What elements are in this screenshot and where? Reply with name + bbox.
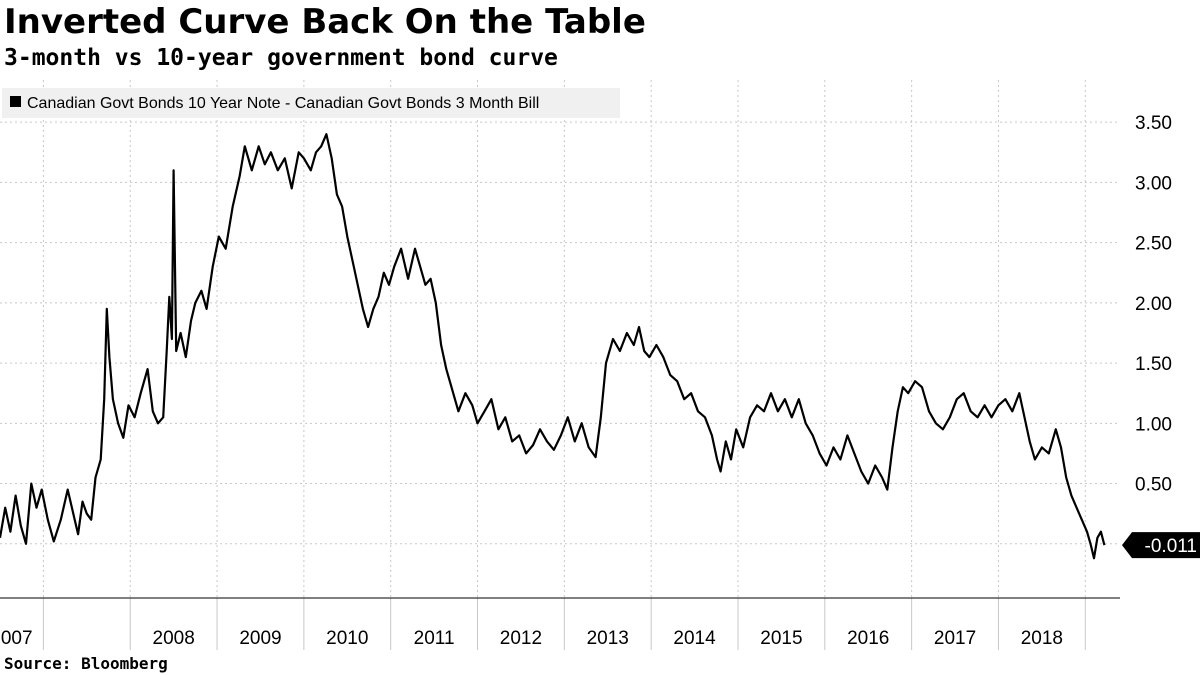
- chart-subtitle: 3-month vs 10-year government bond curve: [4, 45, 558, 71]
- x-tick-label: 2010: [326, 628, 368, 649]
- x-tick-label: 2013: [587, 628, 629, 649]
- y-tick-labels: 0.50 1.00 1.50 2.00 2.50 3.00 3.50: [1135, 113, 1172, 495]
- source-note: Source: Bloomberg: [4, 654, 168, 673]
- last-value-badge: [1122, 532, 1200, 559]
- series-line-group: [0, 133, 1106, 560]
- x-tick-label: 2012: [500, 628, 542, 649]
- x-tick-label: 2008: [153, 628, 195, 649]
- y-tick-label: 3.50: [1135, 113, 1172, 134]
- legend-label: Canadian Govt Bonds 10 Year Note - Canad…: [27, 95, 539, 112]
- x-tick-labels: 2007 2008 2009 2010 2011 2012 2013 2014 2015 2016…: [0, 628, 1063, 649]
- y-tick-label: 0.50: [1135, 475, 1172, 496]
- x-tick-label: 2009: [239, 628, 281, 649]
- chart-title: Inverted Curve Back On the Table: [4, 2, 646, 42]
- last-value-text: -0.011: [1145, 536, 1197, 557]
- y-tick-label: 1.00: [1135, 414, 1172, 435]
- y-tick-label: 1.50: [1135, 354, 1172, 375]
- x-tick-label: 2015: [760, 628, 802, 649]
- x-tick-label: 2016: [847, 628, 889, 649]
- legend-swatch: [10, 96, 21, 107]
- legend-background: [2, 88, 620, 118]
- y-tick-label: 2.50: [1135, 234, 1172, 255]
- y-tick-label: 3.00: [1135, 173, 1172, 194]
- legend: Canadian Govt Bonds 10 Year Note - Canad…: [2, 88, 620, 118]
- x-tick-label: 2014: [673, 628, 716, 649]
- last-value-label: -0.011: [1122, 532, 1200, 559]
- x-axis: [0, 597, 1120, 650]
- x-tick-label: 2007: [0, 628, 33, 649]
- gridlines: [0, 80, 1120, 598]
- x-tick-label: 2018: [1021, 628, 1063, 649]
- series-line: [0, 133, 1106, 560]
- x-tick-label: 2017: [934, 628, 976, 649]
- x-tick-label: 2011: [414, 628, 455, 649]
- y-tick-label: 2.00: [1135, 294, 1172, 315]
